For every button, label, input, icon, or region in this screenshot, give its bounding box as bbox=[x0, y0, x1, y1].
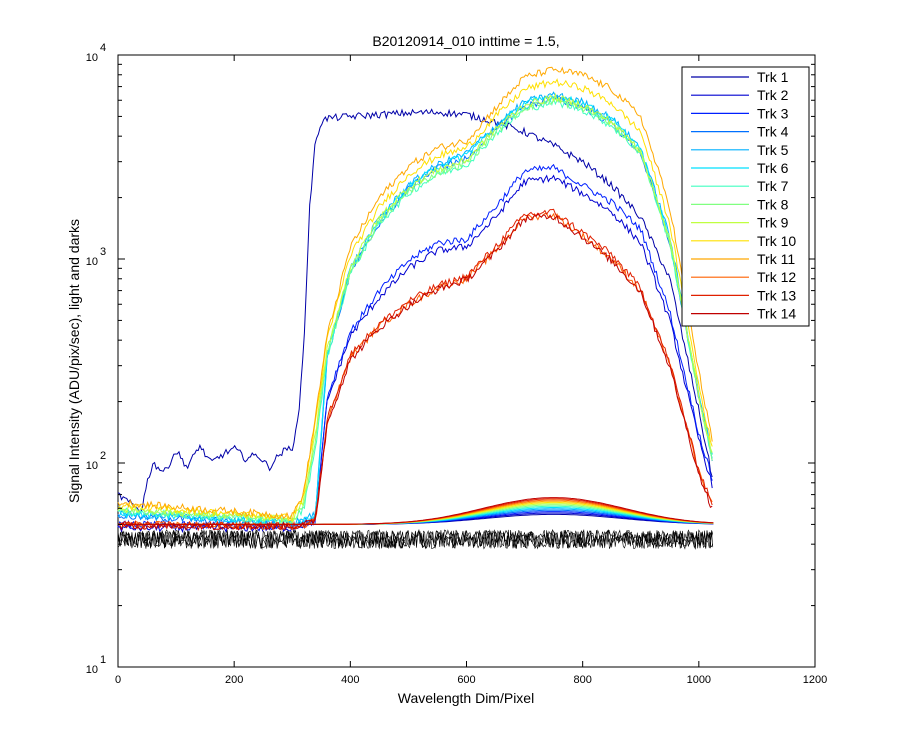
series-line-11 bbox=[117, 66, 713, 520]
legend: Trk 1 Trk 2 Trk 3 Trk 4 Trk 5 Trk 6 Trk 7 Trk 8… bbox=[681, 66, 810, 327]
x-tick-label-3: 400 bbox=[341, 674, 359, 686]
legend-label-4: Trk 4 bbox=[757, 124, 789, 140]
x-tick-label-5: 800 bbox=[573, 674, 591, 686]
legend-label-7: Trk 7 bbox=[757, 178, 789, 194]
series-line-10 bbox=[117, 78, 713, 522]
series-line-2 bbox=[117, 174, 713, 534]
y-tick-exponent-2: 2 bbox=[100, 450, 106, 462]
legend-label-8: Trk 8 bbox=[757, 196, 789, 212]
chart-title: B20120914_010 inttime = 1.5, bbox=[372, 33, 559, 49]
x-tick-label-1: 0 bbox=[115, 674, 121, 686]
legend-label-9: Trk 9 bbox=[757, 215, 789, 231]
series-line-1 bbox=[117, 108, 713, 514]
legend-box bbox=[681, 66, 810, 327]
series-baseline-14 bbox=[118, 497, 714, 525]
dark-noise-line-4 bbox=[117, 528, 714, 550]
x-tick-label-7: 1200 bbox=[803, 674, 827, 686]
x-tick-label-2: 200 bbox=[225, 674, 243, 686]
y-tick-label-3: 10 bbox=[86, 256, 98, 268]
series-line-5 bbox=[117, 91, 713, 526]
x-axis-title: Wavelength Dim/Pixel bbox=[398, 690, 534, 706]
dark-band bbox=[117, 528, 714, 550]
y-axis-title: Signal Intensity (ADU/pix/sec), light an… bbox=[66, 219, 82, 503]
legend-label-3: Trk 3 bbox=[757, 105, 789, 121]
legend-label-6: Trk 6 bbox=[757, 160, 789, 176]
series-line-13 bbox=[117, 208, 713, 531]
legend-label-2: Trk 2 bbox=[757, 87, 789, 103]
legend-label-5: Trk 5 bbox=[757, 142, 789, 158]
legend-label-1: Trk 1 bbox=[757, 69, 789, 85]
legend-label-14: Trk 14 bbox=[757, 306, 796, 322]
y-tick-label-2: 10 bbox=[86, 460, 98, 472]
legend-label-10: Trk 10 bbox=[757, 233, 796, 249]
y-tick-label-4: 10 bbox=[86, 52, 98, 64]
x-tick-label-4: 600 bbox=[457, 674, 475, 686]
legend-label-13: Trk 13 bbox=[757, 287, 796, 303]
series-line-7 bbox=[117, 97, 713, 525]
y-tick-label-1: 10 bbox=[86, 664, 98, 676]
series-line-14 bbox=[117, 213, 713, 532]
legend-label-12: Trk 12 bbox=[757, 269, 796, 285]
series-layer bbox=[117, 66, 714, 534]
legend-label-11: Trk 11 bbox=[757, 251, 795, 267]
x-tick-label-6: 1000 bbox=[687, 674, 711, 686]
y-tick-exponent-3: 3 bbox=[100, 246, 106, 258]
y-tick-exponent-4: 4 bbox=[100, 42, 106, 54]
y-tick-exponent-1: 1 bbox=[100, 654, 106, 666]
